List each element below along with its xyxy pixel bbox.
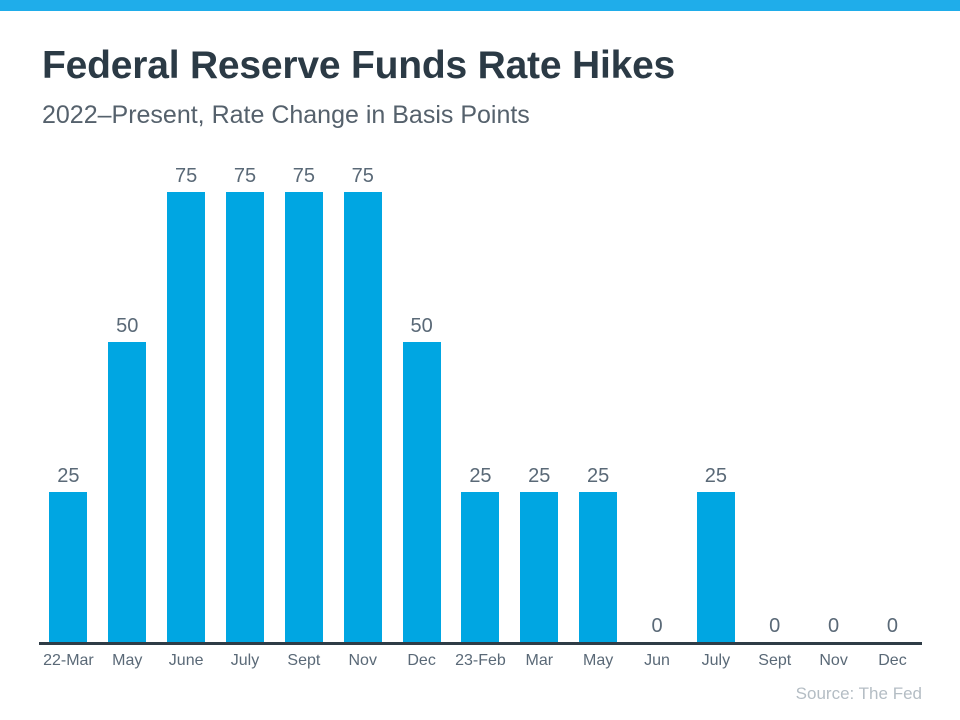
x-axis-tick-label: Dec	[878, 652, 907, 669]
bar	[284, 192, 323, 642]
bar	[108, 342, 147, 642]
x-axis-tick-label: Sept	[758, 652, 792, 669]
x-axis-tick-label: July	[701, 652, 731, 669]
bar	[167, 192, 206, 642]
bar-value-label: 25	[469, 465, 492, 487]
x-axis-labels: 22-Mar May June July Sept Nov Dec 23-Feb Mar May J…	[39, 652, 922, 670]
bar-group: 75	[333, 166, 392, 642]
source-attribution: Source: The Fed	[795, 684, 922, 703]
bar-value-label: 50	[410, 315, 433, 337]
bar-group: 0	[863, 616, 922, 642]
x-axis-tick-label: June	[168, 652, 204, 669]
bar-value-label: 75	[175, 165, 198, 187]
bar-value-label: 75	[351, 165, 374, 187]
bar-group: 25	[510, 466, 569, 642]
bar	[520, 492, 559, 642]
x-axis-tick-label: May	[583, 652, 614, 669]
bar	[49, 492, 88, 642]
x-axis-line	[39, 642, 922, 645]
bar-value-label: 0	[651, 615, 663, 637]
bar	[343, 192, 382, 642]
bar-group: 0	[804, 616, 863, 642]
top-accent-bar	[0, 0, 960, 11]
bar-group: 50	[98, 316, 157, 642]
bar-value-label: 25	[528, 465, 551, 487]
x-axis-tick-label: May	[112, 652, 143, 669]
bar-value-label: 50	[116, 315, 139, 337]
bar-group: 75	[274, 166, 333, 642]
x-axis-tick-label: Sept	[287, 652, 321, 669]
x-axis-tick-label: Mar	[525, 652, 554, 669]
bar-value-label: 25	[57, 465, 80, 487]
bar-group: 75	[216, 166, 275, 642]
x-axis-tick-label: Nov	[819, 652, 848, 669]
bar	[226, 192, 264, 642]
bar-value-label: 25	[587, 465, 610, 487]
bar-value-label: 0	[769, 615, 781, 637]
bar-group: 25	[39, 466, 98, 642]
plot-area: 25 50 75 75 75 75 50 25 25 25 0 25 0 0 0	[39, 162, 922, 642]
bar-value-label: 0	[828, 615, 840, 637]
bar-group: 50	[392, 316, 451, 642]
bar-chart: 25 50 75 75 75 75 50 25 25 25 0 25 0 0 0 22-Mar May June…	[39, 162, 922, 670]
x-axis-tick-label: July	[230, 652, 260, 669]
bar-value-label: 75	[292, 165, 315, 187]
bar	[579, 492, 618, 642]
bar	[402, 342, 441, 642]
x-axis-tick-label: 22-Mar	[43, 652, 94, 669]
chart-title: Federal Reserve Funds Rate Hikes	[42, 44, 676, 87]
bar-value-label: 75	[233, 165, 257, 187]
bar-group: 0	[628, 616, 687, 642]
bar-group: 0	[745, 616, 804, 642]
bar-value-label: 0	[886, 615, 899, 637]
bar-group: 25	[686, 466, 745, 642]
bar-value-label: 25	[704, 465, 727, 487]
bar-group: 75	[157, 166, 216, 642]
x-axis-tick-label: 23-Feb	[455, 652, 506, 669]
x-axis-tick-label: Nov	[348, 652, 377, 669]
x-axis-tick-label: Dec	[407, 652, 436, 669]
bar-group: 25	[451, 466, 510, 642]
chart-subtitle: 2022–Present, Rate Change in Basis Point…	[42, 101, 530, 129]
x-axis-tick-label: Jun	[644, 652, 670, 669]
bar-group: 25	[569, 466, 628, 642]
bar	[696, 492, 735, 642]
bar	[461, 492, 500, 642]
